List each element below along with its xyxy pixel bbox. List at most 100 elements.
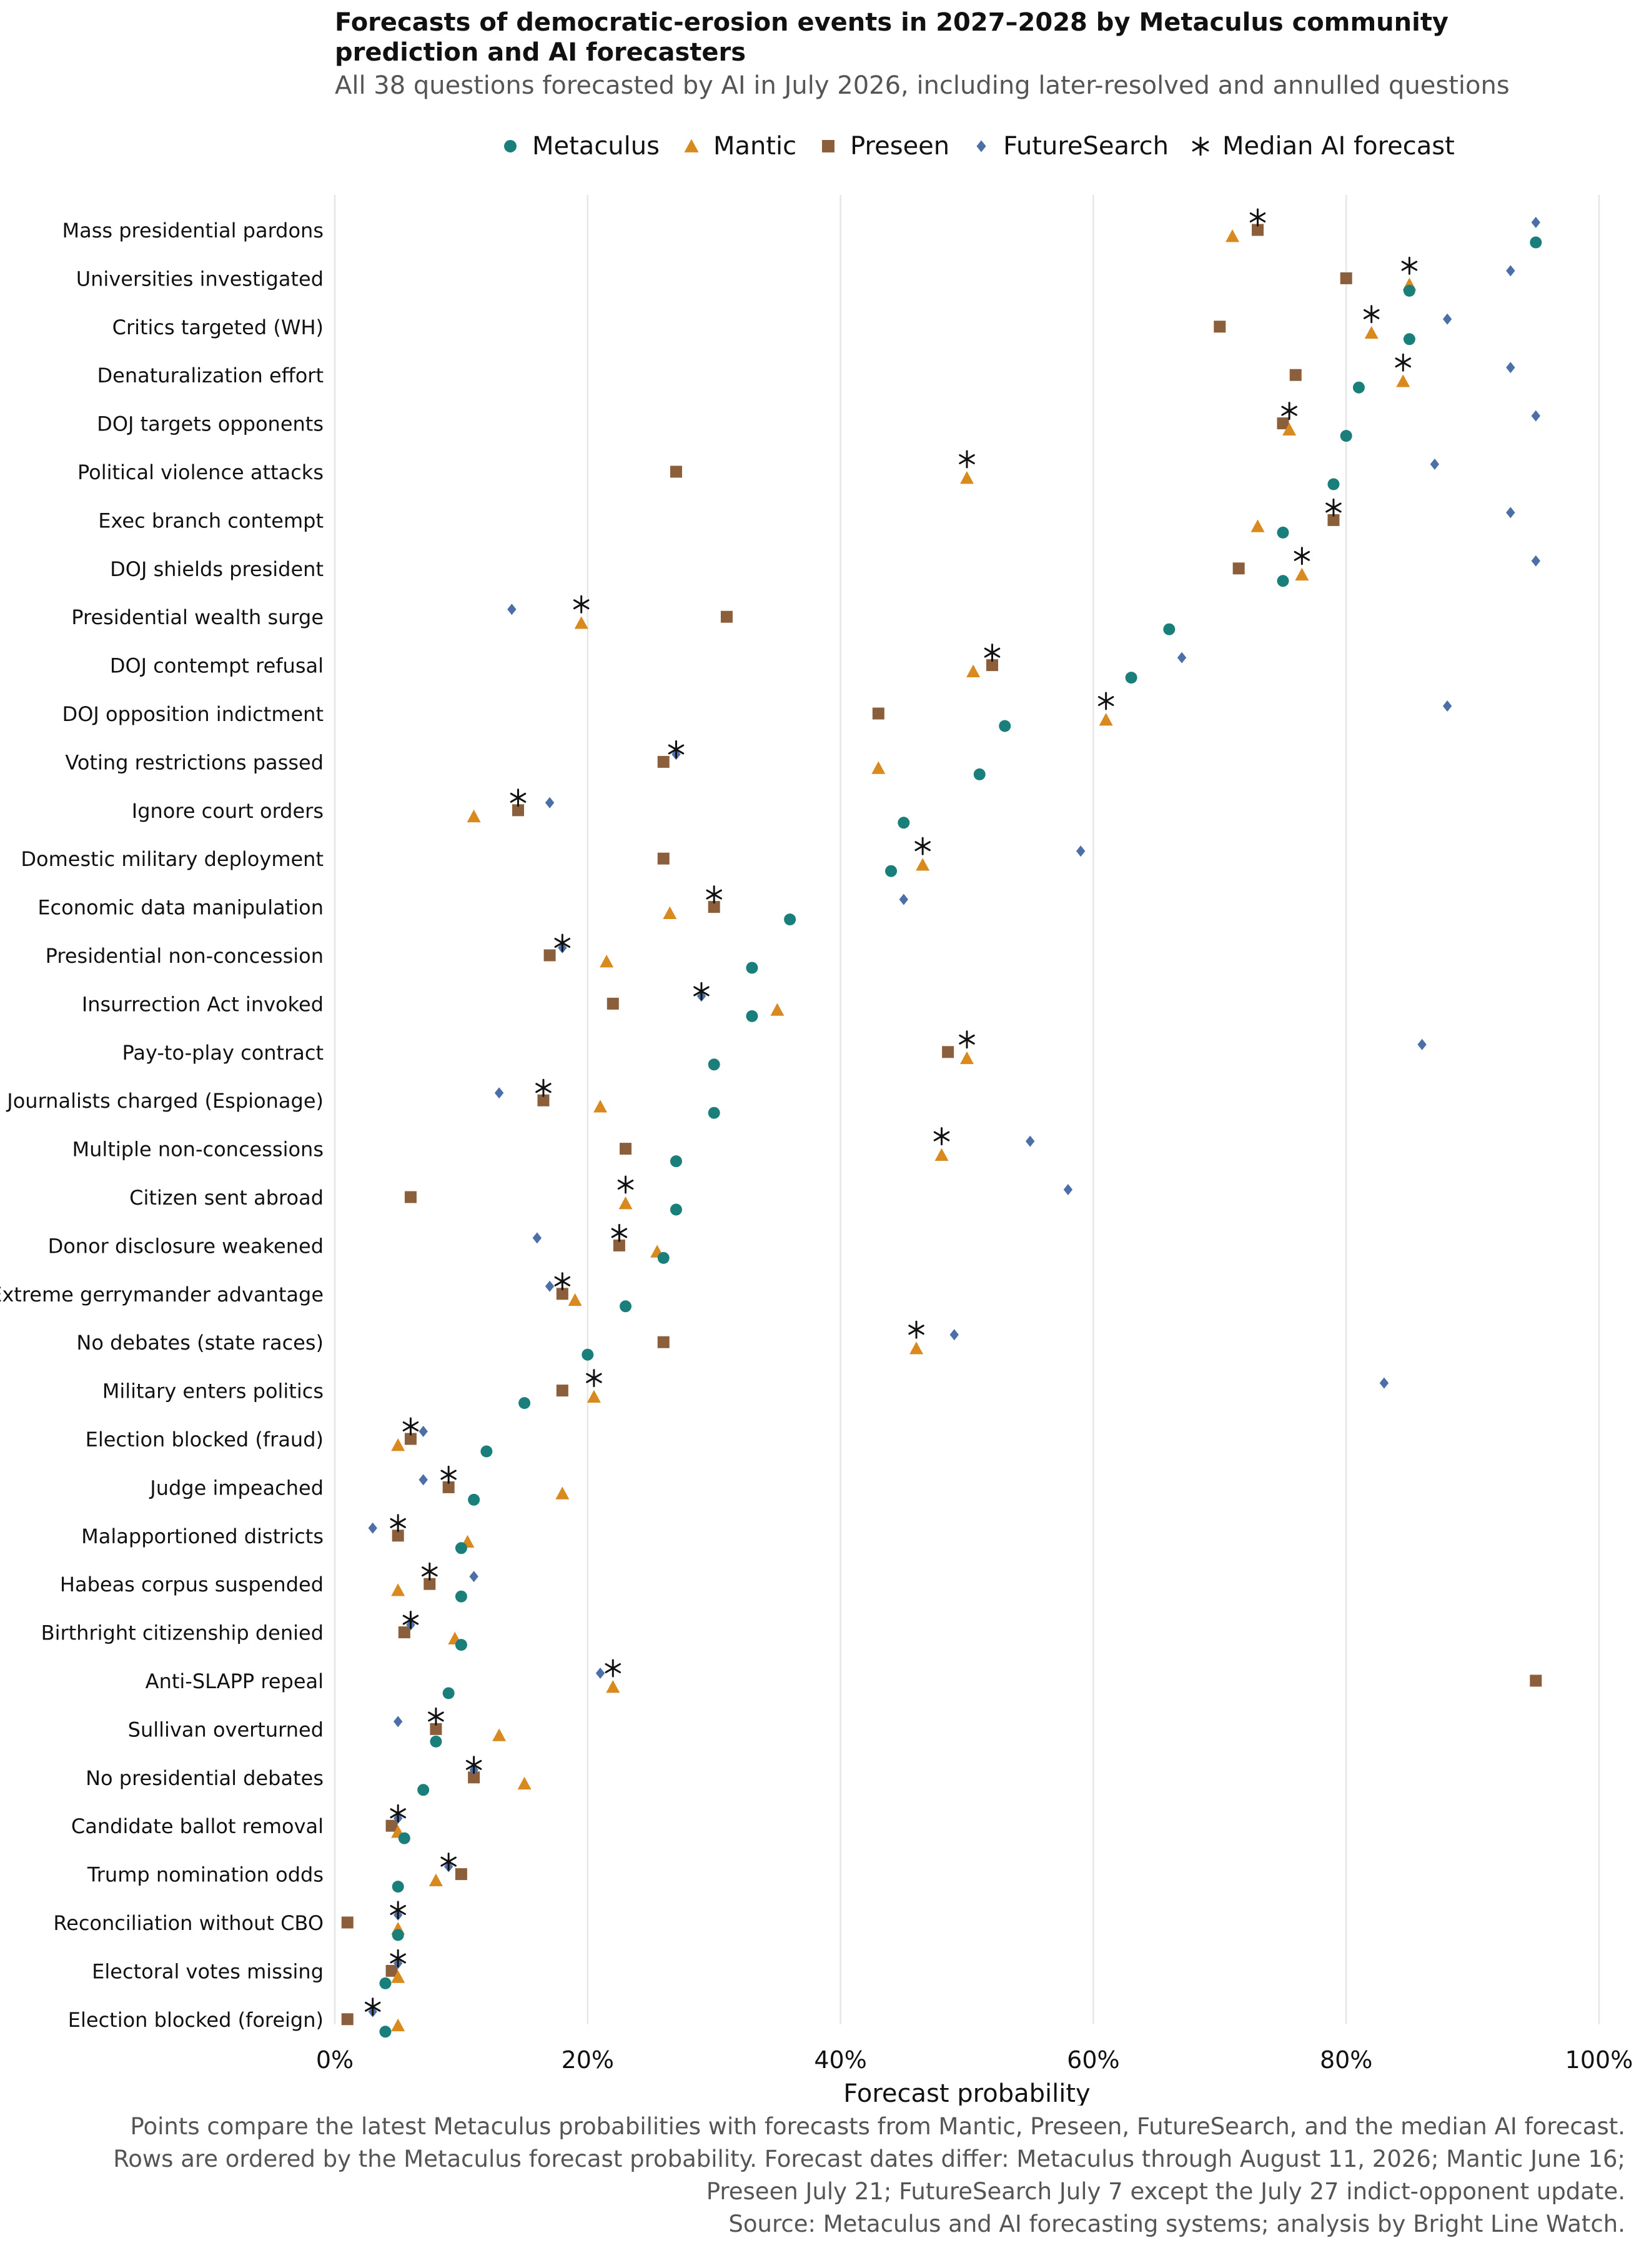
y-tick-label: No debates (state races) [76,1331,324,1355]
mantic-point [1396,374,1410,387]
median-point [390,1514,406,1533]
y-tick-label: Mass presidential pardons [62,219,324,242]
mantic-point [587,1390,601,1403]
preseen-point [423,1578,436,1590]
x-tick-label: 20% [562,2046,614,2074]
data-row [532,1223,670,1264]
data-row [341,1997,405,2038]
metaculus-point [1163,623,1176,635]
y-tick-label: Economic data manipulation [37,896,324,920]
x-tick-label: 40% [814,2046,866,2074]
legend-label: Metaculus [532,132,660,161]
data-row [379,1949,406,1989]
x-tick-label: 100% [1565,2046,1633,2074]
futuresearch-point [469,1571,478,1583]
median-point [908,1320,924,1339]
metaculus-point [1125,672,1137,684]
mantic-point [555,1486,570,1500]
data-row [494,1078,720,1119]
metaculus-point [455,1639,467,1651]
metaculus-point [417,1784,430,1796]
preseen-point [613,1239,625,1251]
median-point [440,1853,457,1871]
median-point [914,837,931,855]
preseen-point [392,1529,404,1542]
data-row [620,1127,1035,1168]
median-point [1401,256,1418,275]
y-tick-label: Electoral votes missing [92,1959,324,1983]
preseen-point [607,997,619,1010]
data-row [391,1417,493,1458]
median-point [390,1949,406,1967]
metaculus-point [455,1542,467,1554]
median-point [1281,402,1297,420]
metaculus-point [1277,526,1289,539]
data-row [417,1756,532,1796]
preseen-point [942,1046,954,1058]
preseen-point [1277,417,1289,430]
median-point [611,1223,628,1242]
preseen-point [1252,224,1264,236]
legend-item-futuresearch: FutureSearch [971,132,1169,161]
y-tick-label: No presidential debates [86,1766,324,1790]
metaculus-point [392,1881,404,1893]
median-point [1249,208,1266,227]
preseen-point [385,1964,398,1977]
y-tick-label: Extreme gerrymander advantage [0,1283,324,1306]
mantic-point [391,1583,405,1596]
preseen-point [556,1385,568,1397]
y-tick-label: Denaturalization effort [97,364,324,387]
preseen-point [543,949,556,962]
metaculus-point [1352,381,1365,394]
legend-marker-median [1192,136,1209,156]
median-point [1363,305,1380,324]
data-row [663,885,908,926]
legend-marker [976,140,986,152]
metaculus-point [999,720,1011,732]
chart-caption: Points compare the latest Metaculus prob… [113,2113,1625,2237]
metaculus-point [670,1155,682,1168]
preseen-point [556,1288,568,1300]
futuresearch-point [1430,459,1440,470]
futuresearch-point [1506,362,1515,374]
data-row [657,740,986,780]
mantic-point [871,761,886,774]
preseen-point [398,1626,410,1639]
data-row [392,1853,467,1893]
metaculus-point [398,1832,410,1844]
mantic-point [934,1148,949,1161]
data-row [368,1514,475,1554]
mantic-point [909,1341,924,1355]
y-tick-label: Reconciliation without CBO [53,1911,324,1935]
median-point [390,1804,406,1823]
median-point [510,788,527,807]
data-row [1226,208,1542,249]
mantic-point [574,616,588,629]
metaculus-point [1277,575,1289,587]
mantic-point [391,2018,405,2032]
preseen-point [442,1481,455,1493]
median-point [984,644,1001,662]
y-tick-label: Pay-to-play contract [122,1041,324,1065]
data-row [518,1369,1389,1410]
metaculus-point [670,1203,682,1216]
legend-marker-mantic [684,139,699,152]
data-row [543,933,758,974]
data-row [1214,305,1452,346]
legend-marker [504,140,517,152]
mantic-point [391,1438,405,1451]
futuresearch-point [507,604,517,615]
futuresearch-point [418,1426,428,1437]
mantic-point [916,858,930,871]
median-point [554,1272,571,1291]
y-tick-label: DOJ contempt refusal [110,654,324,678]
metaculus-point [657,1251,670,1264]
legend-label: Preseen [850,132,950,161]
metaculus-point [708,1058,720,1071]
median-point [390,1901,406,1919]
legend-item-mantic: Mantic [681,132,796,161]
futuresearch-point [595,1668,605,1679]
x-axis-title: Forecast probability [843,2079,1090,2106]
preseen-point [430,1723,442,1735]
legend-label: FutureSearch [1003,132,1169,161]
